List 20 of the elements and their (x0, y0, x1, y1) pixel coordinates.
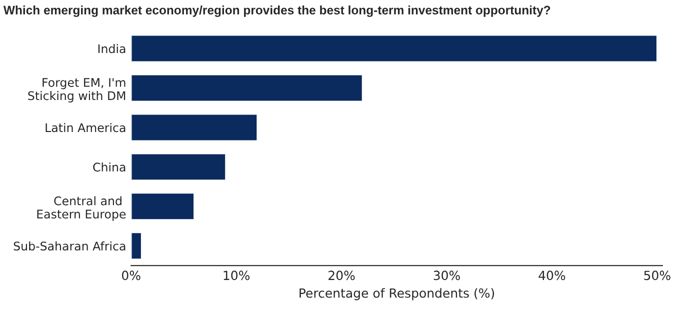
x-tick-label: 20% (328, 270, 355, 280)
x-tick-label: 50% (644, 270, 670, 280)
bar (131, 34, 658, 63)
y-tick-label: Latin America (46, 122, 126, 132)
bar (131, 74, 364, 102)
bar (131, 113, 258, 142)
bar (131, 232, 142, 260)
y-tick-label: China (93, 162, 126, 172)
x-axis-title: Percentage of Respondents (%) (300, 288, 494, 300)
y-tick-label: India (98, 44, 126, 54)
y-tick-label: Central and Eastern Europe (37, 196, 126, 221)
x-tick-label: 40% (538, 270, 566, 280)
x-tick-label: 0% (122, 270, 140, 280)
y-tick-label: Sub-Saharan Africa (14, 241, 126, 251)
y-tick-label: Forget EM, I'm Sticking with DM (28, 78, 126, 102)
x-tick-label: 10% (224, 270, 250, 280)
x-tick-label: 30% (434, 270, 460, 280)
bar (131, 192, 195, 221)
bar (131, 152, 226, 182)
chart-title: Which emerging market economy/region provides the best long-term investment opportunity? (3, 5, 550, 17)
